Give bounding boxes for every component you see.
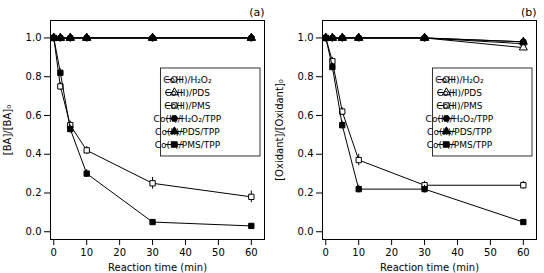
svg-text:0.0: 0.0	[26, 226, 42, 237]
svg-text:Co(II)/PMS/TPP: Co(II)/PMS/TPP	[155, 140, 221, 150]
svg-text:0.8: 0.8	[298, 71, 314, 82]
svg-text:30: 30	[418, 247, 431, 258]
svg-text:(b): (b)	[521, 6, 537, 19]
svg-text:10: 10	[352, 247, 365, 258]
svg-text:Co(II)/PDS: Co(II)/PDS	[437, 88, 483, 98]
svg-text:20: 20	[113, 247, 126, 258]
svg-text:Co(II)/PDS/TPP: Co(II)/PDS/TPP	[427, 127, 492, 137]
svg-text:Co(II)/H₂O₂: Co(II)/H₂O₂	[163, 75, 212, 85]
svg-text:(a): (a)	[249, 6, 264, 19]
svg-text:20: 20	[385, 247, 398, 258]
svg-text:30: 30	[146, 247, 159, 258]
svg-text:0: 0	[51, 247, 57, 258]
svg-text:60: 60	[245, 247, 258, 258]
svg-text:50: 50	[484, 247, 497, 258]
svg-text:0: 0	[323, 247, 329, 258]
svg-text:Co(II)/H₂O₂/TPP: Co(II)/H₂O₂/TPP	[426, 114, 494, 124]
svg-text:Co(II)/PMS: Co(II)/PMS	[164, 101, 210, 111]
svg-text:1.0: 1.0	[298, 32, 314, 43]
svg-text:1.0: 1.0	[26, 32, 42, 43]
svg-text:40: 40	[179, 247, 192, 258]
svg-text:Co(II)/PMS: Co(II)/PMS	[436, 101, 482, 111]
svg-text:0.4: 0.4	[298, 148, 314, 159]
svg-text:[Oxidant]/[Oxidant]₀: [Oxidant]/[Oxidant]₀	[274, 79, 285, 181]
svg-text:Reaction time (min): Reaction time (min)	[108, 262, 207, 273]
svg-text:40: 40	[451, 247, 464, 258]
svg-text:60: 60	[517, 247, 530, 258]
svg-text:Co(II)/H₂O₂/TPP: Co(II)/H₂O₂/TPP	[154, 114, 222, 124]
svg-text:10: 10	[80, 247, 93, 258]
svg-text:0.4: 0.4	[26, 148, 42, 159]
svg-text:Reaction time (min): Reaction time (min)	[380, 262, 479, 273]
svg-text:0.2: 0.2	[26, 187, 42, 198]
svg-text:50: 50	[212, 247, 225, 258]
svg-text:0.8: 0.8	[26, 71, 42, 82]
svg-text:0.6: 0.6	[298, 110, 314, 121]
svg-text:Co(II)/H₂O₂: Co(II)/H₂O₂	[435, 75, 484, 85]
svg-text:Co(II)/PDS: Co(II)/PDS	[165, 88, 211, 98]
svg-text:Co(II)/PDS/TPP: Co(II)/PDS/TPP	[155, 127, 220, 137]
svg-text:0.2: 0.2	[298, 187, 314, 198]
svg-text:0.0: 0.0	[298, 226, 314, 237]
svg-text:[BA]/[BA]₀: [BA]/[BA]₀	[2, 105, 13, 155]
svg-text:0.6: 0.6	[26, 110, 42, 121]
svg-text:Co(II)/PMS/TPP: Co(II)/PMS/TPP	[427, 140, 493, 150]
